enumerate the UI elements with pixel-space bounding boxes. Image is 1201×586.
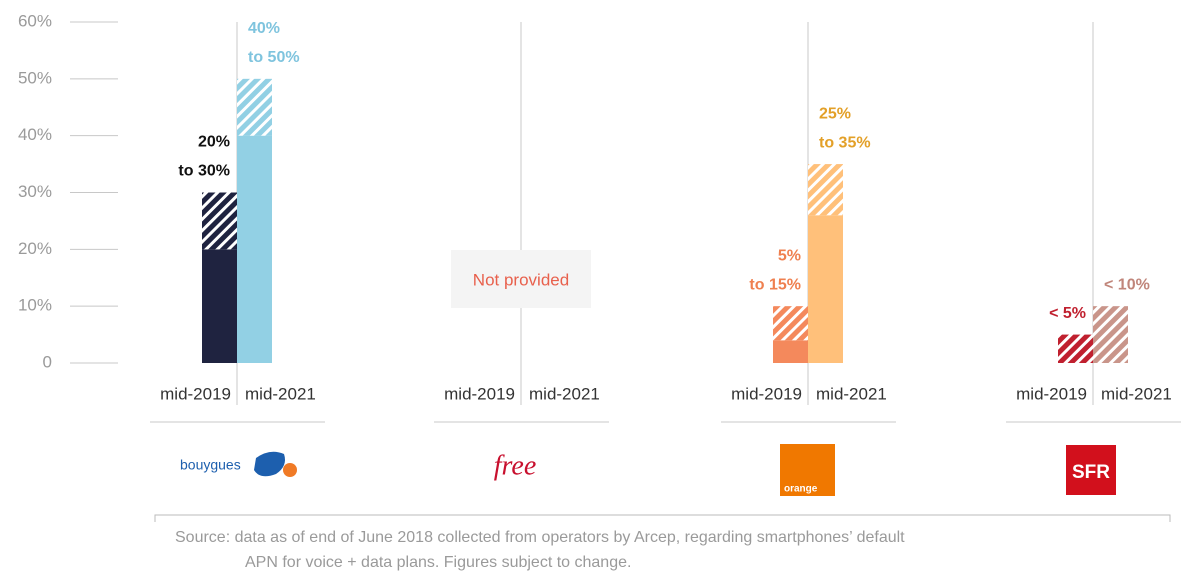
- source-text: APN for voice + data plans. Figures subj…: [245, 554, 631, 571]
- x-tick-label: mid-2019: [1016, 384, 1087, 403]
- x-tick-label: mid-2021: [245, 384, 316, 403]
- source-bracket: [154, 514, 1171, 522]
- logo-sfr: SFR: [1066, 445, 1116, 495]
- y-tick-label: 50%: [18, 68, 52, 87]
- bar-range: [237, 78, 272, 136]
- x-tick-label: mid-2019: [731, 384, 802, 403]
- value-label: 25%: [819, 105, 851, 122]
- x-tick-label: mid-2019: [444, 384, 515, 403]
- value-label: < 10%: [1104, 276, 1150, 293]
- value-label: to 50%: [248, 49, 300, 66]
- value-label: 40%: [248, 20, 280, 37]
- x-tick-label: mid-2019: [160, 384, 231, 403]
- value-label: < 5%: [1049, 305, 1086, 322]
- y-tick-label: 0: [43, 352, 52, 371]
- x-tick-label: mid-2021: [529, 384, 600, 403]
- x-tick-label: mid-2021: [1101, 384, 1172, 403]
- logo-text: bouygues: [180, 457, 241, 473]
- value-label: 20%: [198, 134, 230, 151]
- bar-range: [808, 164, 843, 216]
- value-label: 5%: [778, 247, 801, 264]
- y-tick-label: 40%: [18, 125, 52, 144]
- note: Not provided: [473, 270, 569, 289]
- value-label: to 35%: [819, 134, 871, 151]
- logo-free: free: [494, 450, 537, 481]
- value-label: to 30%: [178, 163, 230, 180]
- logo-bouygues: bouygues: [180, 451, 297, 477]
- bar-range: [773, 306, 808, 341]
- y-tick-label: 60%: [18, 11, 52, 30]
- logo-shape: [254, 451, 285, 477]
- bar-solid: [237, 135, 272, 363]
- logo-box: [1066, 445, 1116, 495]
- logo-text: SFR: [1072, 462, 1110, 483]
- logo-box: [780, 444, 835, 496]
- bar-solid: [202, 249, 237, 363]
- y-tick-label: 20%: [18, 239, 52, 258]
- x-tick-label: mid-2021: [816, 384, 887, 403]
- logo-text: orange: [784, 484, 818, 495]
- bar-solid: [808, 215, 843, 363]
- source-text: Source: data as of end of June 2018 coll…: [175, 529, 905, 546]
- bar-solid: [773, 340, 808, 363]
- bar-range: [1058, 334, 1093, 363]
- y-tick-label: 30%: [18, 182, 52, 201]
- value-label: to 15%: [749, 276, 801, 293]
- bar-range: [202, 192, 237, 250]
- logo-shape: [283, 463, 297, 477]
- note-box: [451, 250, 591, 308]
- y-tick-label: 10%: [18, 296, 52, 315]
- bar-range: [1093, 306, 1128, 363]
- logo-orange: orange: [780, 444, 835, 496]
